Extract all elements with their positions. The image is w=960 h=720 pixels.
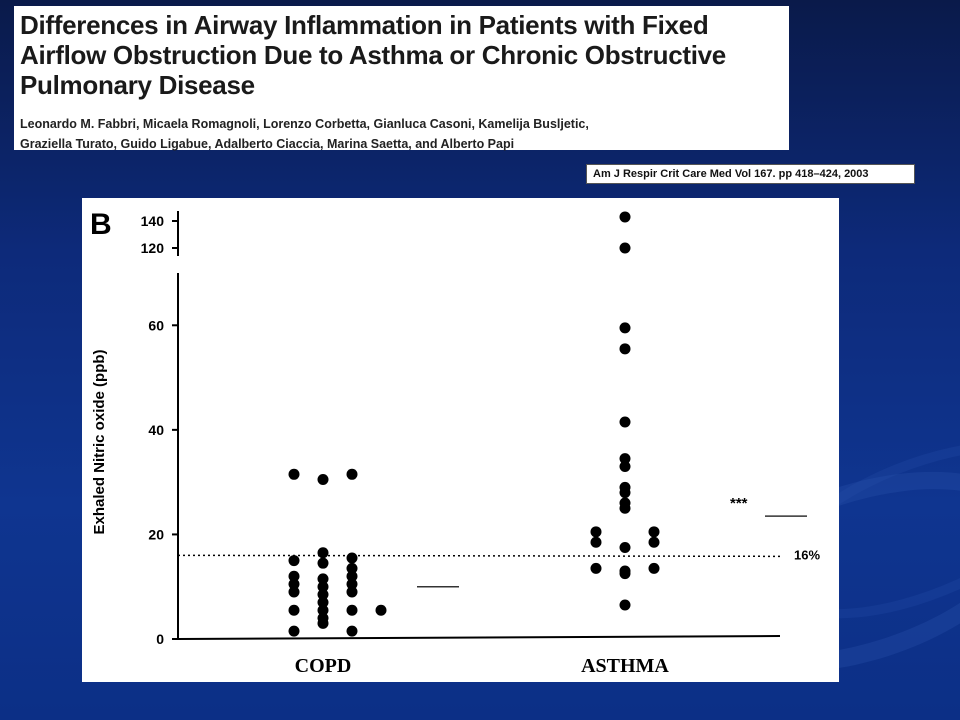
paper-authors: Leonardo M. Fabbri, Micaela Romagnoli, L… <box>20 114 783 154</box>
data-point <box>288 570 300 582</box>
chart-svg: 0 20 40 60 120 140 16% *** COPD ASTHMA B Exhaled Ni… <box>90 208 820 677</box>
data-point <box>288 625 300 637</box>
y-tick-label: 140 <box>141 213 165 229</box>
data-point <box>317 589 329 601</box>
data-point <box>619 599 631 611</box>
data-point <box>317 617 329 629</box>
data-point <box>590 562 602 574</box>
data-point <box>346 562 358 574</box>
category-label: COPD <box>295 655 352 677</box>
data-point <box>648 562 660 574</box>
data-point <box>619 568 631 580</box>
panel-label: B <box>90 208 112 241</box>
y-tick-label: 0 <box>156 631 164 647</box>
data-point <box>317 596 329 608</box>
data-point <box>288 578 300 590</box>
y-tick-label: 20 <box>148 526 164 542</box>
chart-labels: 0 20 40 60 120 140 16% *** COPD ASTHMA B Exhaled Ni… <box>90 208 820 677</box>
data-point <box>317 474 329 486</box>
data-point <box>619 453 631 465</box>
median-lines <box>417 515 807 588</box>
data-point <box>619 460 631 472</box>
scatter-chart: 0 20 40 60 120 140 16% *** COPD ASTHMA B Exhaled Ni… <box>82 198 839 682</box>
data-point <box>346 552 358 564</box>
data-point <box>619 211 631 223</box>
data-point <box>619 502 631 514</box>
significance-annotation: *** <box>730 495 748 512</box>
x-axis <box>177 635 781 640</box>
reference-line <box>177 554 781 558</box>
data-point <box>648 536 660 548</box>
data-point <box>375 604 387 616</box>
data-point <box>346 586 358 598</box>
data-point <box>346 468 358 480</box>
data-point <box>317 547 329 559</box>
data-point <box>619 242 631 254</box>
data-point <box>288 604 300 616</box>
data-point <box>346 604 358 616</box>
data-point <box>288 555 300 567</box>
paper-title: Differences in Airway Inflammation in Pa… <box>20 10 726 100</box>
data-point <box>619 487 631 499</box>
data-point <box>288 468 300 480</box>
data-point <box>648 526 660 538</box>
data-points <box>288 211 660 637</box>
authors-line-1: Leonardo M. Fabbri, Micaela Romagnoli, L… <box>20 117 589 131</box>
data-point <box>317 573 329 585</box>
reference-line-group <box>177 554 781 558</box>
y-axis-label: Exhaled Nitric oxide (ppb) <box>91 349 108 534</box>
data-point <box>590 526 602 538</box>
journal-citation: Am J Respir Crit Care Med Vol 167. pp 41… <box>586 164 915 184</box>
data-point <box>619 416 631 428</box>
data-point <box>317 604 329 616</box>
data-point <box>317 557 329 569</box>
y-tick-label: 120 <box>141 240 165 256</box>
data-point <box>590 536 602 548</box>
reference-line-label: 16% <box>794 547 820 562</box>
data-point <box>346 570 358 582</box>
data-point <box>619 343 631 355</box>
data-point <box>619 542 631 553</box>
authors-line-2: Graziella Turato, Guido Ligabue, Adalber… <box>20 137 515 151</box>
data-point <box>346 625 358 637</box>
data-point <box>288 586 300 598</box>
data-point <box>346 578 358 590</box>
y-tick-label: 40 <box>148 422 164 438</box>
category-label: ASTHMA <box>581 655 669 677</box>
data-point <box>619 322 631 334</box>
y-tick-label: 60 <box>148 317 164 333</box>
data-point <box>317 581 329 593</box>
chart-axes <box>172 211 781 640</box>
paper-header: Differences in Airway Inflammation in Pa… <box>14 6 789 151</box>
